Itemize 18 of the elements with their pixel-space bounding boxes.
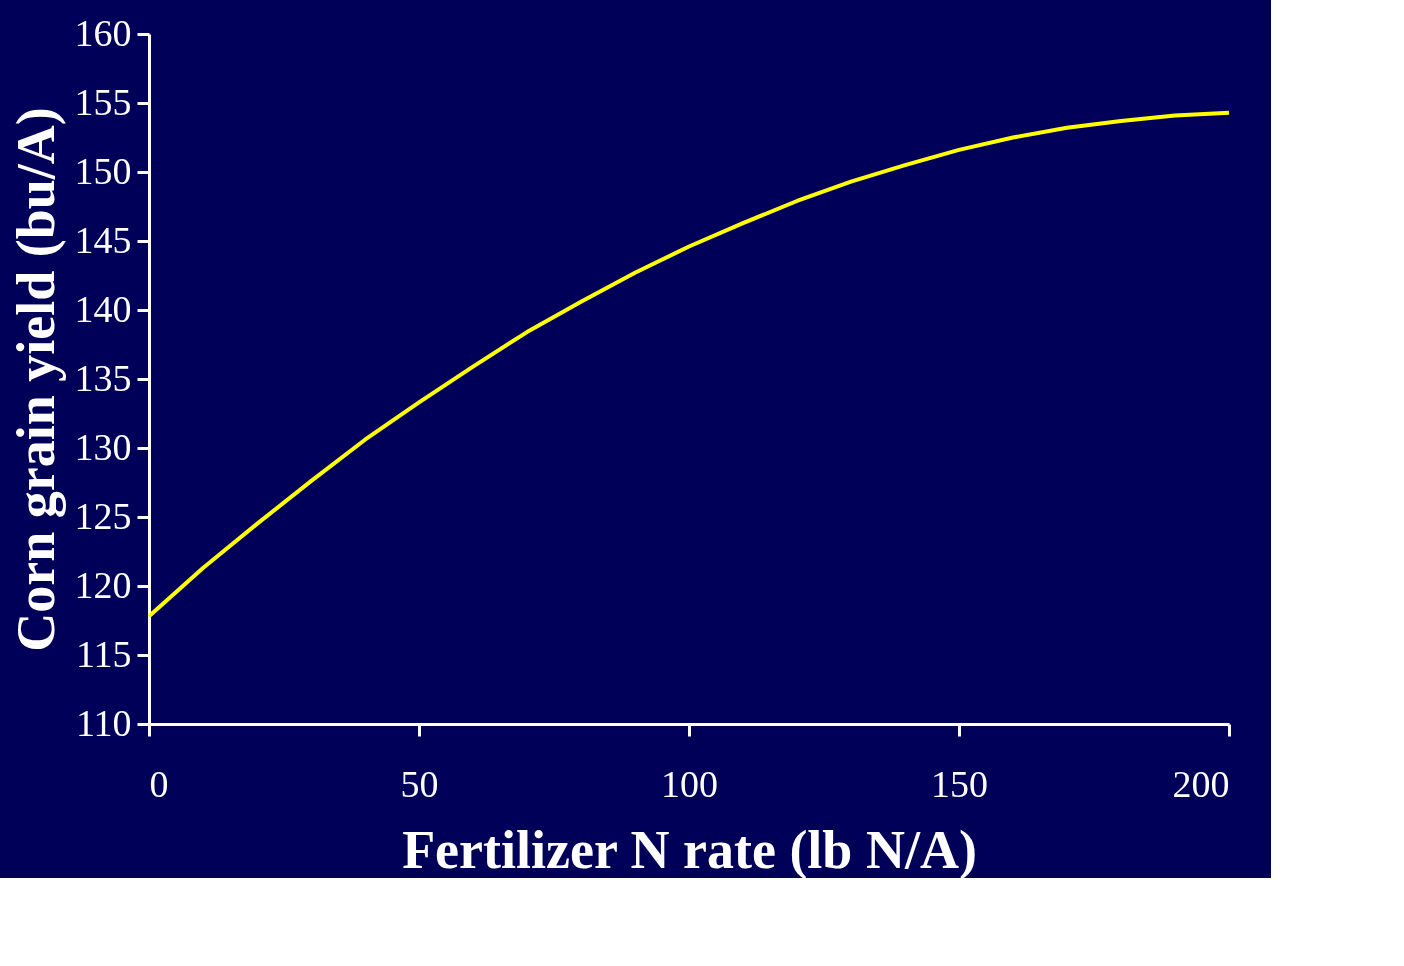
y-tick-label: 135 [74, 356, 132, 399]
x-tick-label: 200 [1172, 762, 1230, 805]
x-tick-label: 0 [149, 762, 169, 805]
y-tick-label: 160 [74, 11, 132, 54]
x-tick-label: 100 [661, 762, 718, 805]
x-tick-label: 150 [931, 762, 988, 805]
y-tick-label: 125 [74, 494, 132, 537]
y-axis-title: Corn grain yield (bu/A) [5, 107, 66, 652]
y-tick-label: 120 [74, 563, 132, 606]
y-tick-label: 145 [74, 218, 132, 261]
x-tick-label: 50 [400, 762, 439, 805]
y-tick-label: 115 [75, 632, 132, 675]
y-tick-label: 130 [74, 425, 132, 468]
y-tick-label: 140 [74, 287, 132, 330]
y-tick-label: 150 [74, 149, 132, 192]
y-tick-label: 110 [75, 701, 132, 744]
line-series [147, 110, 1231, 619]
y-tick-label: 155 [74, 80, 132, 123]
